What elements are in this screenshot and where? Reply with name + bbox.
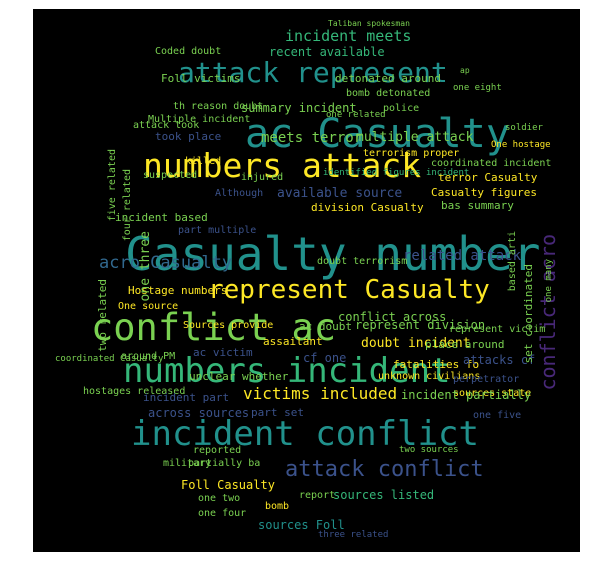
word: terrorism proper	[363, 148, 460, 159]
word: four related	[122, 169, 133, 242]
word: sources listed	[333, 488, 435, 502]
word: detonated around	[335, 72, 441, 85]
word: incident meets	[285, 27, 412, 45]
word: meets terror	[261, 130, 363, 146]
word: coordinated incident	[431, 158, 552, 169]
word: conflict ac	[91, 306, 337, 349]
word: recent available	[269, 45, 385, 59]
word: injured	[241, 172, 284, 183]
word: based arti	[507, 231, 518, 292]
word: attack represent	[178, 56, 448, 89]
word: Foll Casualty	[181, 478, 275, 492]
word: fatalities fo	[393, 358, 480, 371]
word: represent Casualty	[208, 275, 490, 305]
word: summary incident	[241, 101, 357, 115]
word: Taliban spokesman	[328, 19, 410, 28]
word: One source	[118, 301, 179, 312]
word: five related	[107, 149, 118, 222]
word: th reason doubt	[173, 101, 264, 112]
word: place around	[425, 338, 505, 351]
word: terror Casualty	[438, 171, 538, 184]
word: one three	[138, 231, 153, 302]
word: bomb	[265, 501, 290, 512]
word: unknown civilians	[378, 371, 481, 382]
word: Hostage numbers	[128, 284, 228, 297]
word: one eight	[453, 83, 502, 93]
word: incident part	[143, 391, 230, 404]
word: across sources	[148, 406, 250, 420]
word: division Casualty	[311, 201, 424, 214]
word: military	[163, 458, 212, 469]
word: conflict acro	[536, 234, 560, 391]
word: perpetrator	[453, 374, 520, 385]
word: multiple attack	[356, 130, 474, 145]
word: three related	[318, 530, 389, 540]
word: cf one	[303, 351, 347, 365]
word: One hostage	[491, 140, 551, 150]
word: ac Casualty	[245, 111, 510, 157]
word: conflict across	[338, 310, 447, 324]
word: identified figures incident	[323, 168, 470, 178]
word: numbers attack	[143, 146, 422, 185]
word: doubt incident	[361, 336, 471, 351]
word: sources Foll	[258, 518, 345, 532]
word: one four	[198, 508, 247, 519]
word: reported	[193, 445, 242, 456]
word: Although	[215, 188, 264, 199]
word: report	[299, 490, 336, 501]
word: killed	[185, 156, 222, 167]
word: coordinated Casualty	[55, 354, 164, 364]
word: bas summary	[441, 199, 514, 212]
word: one related	[326, 110, 386, 120]
word: Casualty number	[125, 227, 541, 281]
word: incident conflict	[131, 414, 479, 454]
word: around PM	[121, 351, 176, 362]
word: Casualty figures	[431, 186, 537, 199]
word: attack took	[133, 120, 200, 131]
word: Sources provide	[183, 320, 274, 331]
word: numbers incident	[123, 351, 451, 391]
word: attack conflict	[285, 457, 484, 482]
word: doubt terrorism	[317, 256, 408, 267]
word: unclear whether	[189, 370, 289, 383]
word: incident based	[115, 211, 208, 224]
word: related attack	[403, 248, 522, 264]
word: suspected	[143, 170, 198, 181]
word: set coordinated	[522, 264, 535, 364]
word: part set	[251, 406, 304, 419]
word: soldier	[505, 123, 543, 133]
word: incident partially	[401, 388, 532, 402]
word: represent victim	[449, 324, 546, 335]
word: one two	[198, 493, 241, 504]
word: ap	[460, 66, 470, 75]
word: police	[383, 103, 420, 114]
word-cloud: Casualty number ac Casualty attack repre…	[33, 9, 580, 552]
word: Foll victims	[161, 72, 241, 85]
word: Coded doubt	[155, 46, 222, 57]
word: available source	[277, 186, 403, 201]
word: represent division	[355, 318, 486, 332]
word: victims included	[243, 384, 398, 403]
word: one many	[544, 259, 554, 303]
word: hostages released	[83, 386, 186, 397]
word: two sources	[399, 445, 459, 455]
word: took place	[155, 130, 222, 143]
word: attacks cf	[463, 353, 536, 367]
word: two related	[96, 279, 109, 352]
word: ac victim	[193, 346, 253, 359]
word: assailant	[263, 335, 323, 348]
word: partially ba	[188, 458, 261, 469]
word: part multiple	[178, 225, 257, 236]
word: bomb detonated	[346, 88, 431, 99]
word: sources state	[453, 388, 532, 399]
word: one five	[473, 410, 522, 421]
word: Multiple incident	[148, 114, 251, 125]
word: ac doubt	[299, 320, 352, 333]
word: acro Casualty	[99, 253, 233, 273]
